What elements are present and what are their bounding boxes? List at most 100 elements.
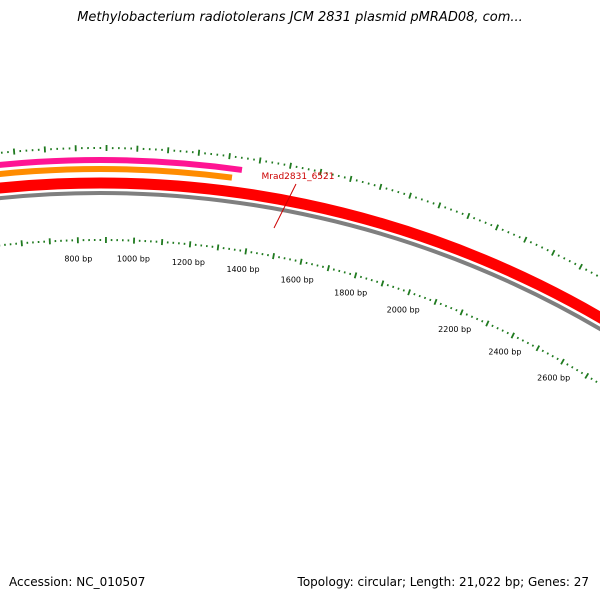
outer-tick-119 [546,248,549,252]
outer-tick-60 [197,149,201,156]
outer-tick-89 [373,184,376,187]
outer-tick-100 [437,202,442,209]
cds-arc-main-segment [0,177,600,324]
ruler-labels: 800 bp 1000 bp 1200 bp 1400 bp 1600 bp 1800 b… [64,254,570,382]
outer-tick-124 [574,262,577,266]
outer-tick-117 [535,243,538,247]
ruler-label-6: 2000 bp [387,305,420,314]
outer-tick-ring [0,145,599,277]
inner-tick-111 [465,313,468,316]
outer-tick-121 [557,254,560,257]
inner-tick-136 [590,377,593,381]
outer-tick-93 [397,190,400,194]
outer-tick-104 [461,212,464,216]
outer-tick-120 [551,249,556,256]
inner-tick-123 [526,341,530,345]
inner-tick-106 [439,302,442,306]
gene-label-leader-line [273,183,297,229]
outer-tick-95 [408,192,412,199]
outer-tick-91 [385,187,388,190]
ruler-label-2: 1200 bp [172,258,205,267]
inner-tick-118 [501,329,504,332]
inner-tick-133 [575,368,579,372]
outer-tick-128 [595,274,599,277]
inner-tick-30 [20,240,23,247]
inner-tick-110 [459,309,464,316]
ruler-label-0: 800 bp [64,254,92,263]
outer-tick-102 [449,208,453,211]
inner-tick-87 [338,269,341,273]
backbone-arc [0,191,600,332]
inner-tick-92 [365,277,368,280]
inner-tick-128 [551,354,554,358]
gene-feature-orange[interactable] [0,166,233,203]
outer-tick-103 [455,210,458,213]
outer-tick-109 [490,223,493,227]
inner-tick-126 [541,349,544,353]
outer-tick-101 [444,206,447,209]
outer-tick-126 [584,268,588,271]
inner-tick-131 [566,363,569,366]
outer-tick-125 [578,263,583,270]
inner-tick-100 [407,289,411,296]
inner-tick-60 [188,241,192,248]
inner-tick-109 [455,308,458,312]
inner-tick-127 [546,352,549,355]
outer-tick-88 [367,182,370,185]
outer-tick-113 [512,233,516,236]
outer-tick-80 [319,168,323,176]
inner-tick-103 [423,296,427,300]
inner-tick-70 [244,248,248,255]
inner-tick-101 [413,292,416,296]
inner-tick-124 [531,344,535,347]
inner-tick-119 [506,331,509,335]
inner-tick-75 [272,253,275,260]
inner-tick-130 [560,358,565,365]
outer-tick-110 [495,224,499,231]
outer-tick-92 [391,189,394,192]
outer-tick-87 [361,180,364,184]
gene-feature-pink[interactable] [0,157,243,195]
inner-tick-98 [397,287,400,290]
inner-tick-134 [580,371,584,375]
outer-tick-112 [507,230,510,234]
outer-tick-111 [501,228,504,232]
accession-text: Accession: NC_010507 [9,575,146,589]
inner-tick-99 [402,289,405,292]
inner-tick-94 [376,280,379,283]
inner-tick-65 [216,244,220,251]
outer-tick-65 [228,153,231,160]
outer-tick-96 [414,196,418,199]
inner-tick-93 [370,278,373,282]
outer-tick-97 [420,198,423,201]
inner-tick-122 [521,339,525,342]
outer-tick-116 [529,241,533,244]
inner-tick-120 [510,332,515,339]
inner-tick-89 [349,272,352,276]
outer-tick-90 [378,183,383,190]
inner-tick-137 [595,380,598,384]
outer-tick-127 [590,271,593,274]
inner-tick-85 [326,265,331,272]
inner-tick-121 [516,336,520,340]
outer-tick-107 [478,219,481,222]
inner-tick-90 [353,272,358,279]
inner-tick-105 [433,298,438,306]
inner-tick-114 [481,319,484,323]
inner-tick-96 [386,283,389,287]
inner-tick-129 [556,357,559,361]
inner-tick-107 [444,304,448,308]
inner-tick-95 [380,280,385,287]
outer-tick-118 [540,246,544,249]
outer-tick-70 [258,157,262,164]
ruler-label-8: 2400 bp [488,348,521,357]
inner-tick-115 [485,320,490,327]
outer-tick-106 [473,216,476,220]
ruler-label-1: 1000 bp [117,255,150,264]
gene-label[interactable]: Mrad2831_6521 [261,172,334,182]
outer-tick-86 [355,179,358,182]
outer-tick-99 [432,202,435,205]
outer-tick-108 [484,221,487,224]
inner-tick-135 [584,372,590,379]
